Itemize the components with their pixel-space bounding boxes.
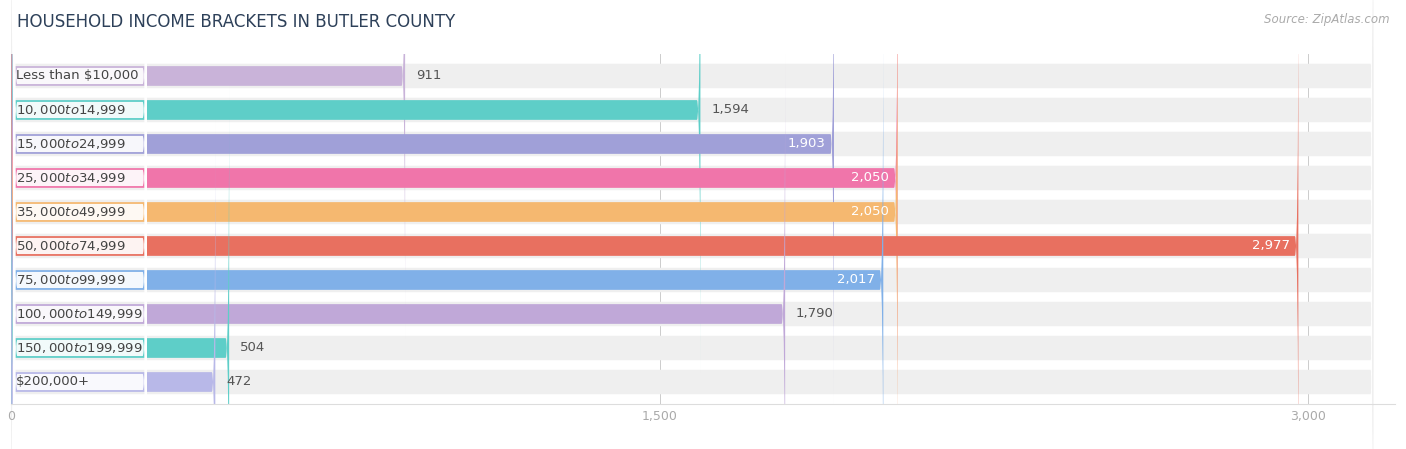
Text: $15,000 to $24,999: $15,000 to $24,999 <box>15 137 125 151</box>
FancyBboxPatch shape <box>11 0 897 449</box>
Text: $100,000 to $149,999: $100,000 to $149,999 <box>15 307 142 321</box>
FancyBboxPatch shape <box>11 0 1374 302</box>
FancyBboxPatch shape <box>11 18 883 449</box>
FancyBboxPatch shape <box>11 156 1374 449</box>
FancyBboxPatch shape <box>13 0 148 408</box>
FancyBboxPatch shape <box>11 52 785 449</box>
Text: $150,000 to $199,999: $150,000 to $199,999 <box>15 341 142 355</box>
Text: 1,903: 1,903 <box>787 137 825 150</box>
FancyBboxPatch shape <box>13 0 148 449</box>
FancyBboxPatch shape <box>13 0 148 449</box>
Text: 1,594: 1,594 <box>711 103 749 116</box>
Text: 2,050: 2,050 <box>851 172 889 185</box>
FancyBboxPatch shape <box>11 190 1374 449</box>
Text: 2,977: 2,977 <box>1251 239 1289 252</box>
Text: $35,000 to $49,999: $35,000 to $49,999 <box>15 205 125 219</box>
FancyBboxPatch shape <box>13 0 148 442</box>
Text: $10,000 to $14,999: $10,000 to $14,999 <box>15 103 125 117</box>
FancyBboxPatch shape <box>13 0 148 449</box>
Text: $25,000 to $34,999: $25,000 to $34,999 <box>15 171 125 185</box>
FancyBboxPatch shape <box>11 0 1374 370</box>
FancyBboxPatch shape <box>11 54 1374 438</box>
Text: 911: 911 <box>416 70 441 83</box>
FancyBboxPatch shape <box>11 0 897 440</box>
FancyBboxPatch shape <box>11 0 834 406</box>
Text: 472: 472 <box>226 375 252 388</box>
FancyBboxPatch shape <box>11 86 229 449</box>
Text: 2,050: 2,050 <box>851 206 889 219</box>
Text: Source: ZipAtlas.com: Source: ZipAtlas.com <box>1264 13 1389 26</box>
Text: Less than $10,000: Less than $10,000 <box>15 70 138 83</box>
FancyBboxPatch shape <box>11 88 1374 449</box>
FancyBboxPatch shape <box>11 0 405 338</box>
Text: 1,790: 1,790 <box>796 308 834 321</box>
Text: $75,000 to $99,999: $75,000 to $99,999 <box>15 273 125 287</box>
Text: $200,000+: $200,000+ <box>15 375 90 388</box>
FancyBboxPatch shape <box>13 50 148 449</box>
FancyBboxPatch shape <box>11 20 1374 404</box>
Text: HOUSEHOLD INCOME BRACKETS IN BUTLER COUNTY: HOUSEHOLD INCOME BRACKETS IN BUTLER COUN… <box>17 13 456 31</box>
FancyBboxPatch shape <box>11 0 1374 336</box>
FancyBboxPatch shape <box>13 0 148 449</box>
FancyBboxPatch shape <box>11 0 1374 268</box>
Text: 504: 504 <box>240 342 266 355</box>
FancyBboxPatch shape <box>13 0 148 449</box>
FancyBboxPatch shape <box>11 0 1298 449</box>
FancyBboxPatch shape <box>13 0 148 449</box>
FancyBboxPatch shape <box>13 16 148 449</box>
Text: $50,000 to $74,999: $50,000 to $74,999 <box>15 239 125 253</box>
Text: 2,017: 2,017 <box>837 273 875 286</box>
FancyBboxPatch shape <box>11 122 1374 449</box>
FancyBboxPatch shape <box>11 0 700 372</box>
FancyBboxPatch shape <box>11 120 215 449</box>
